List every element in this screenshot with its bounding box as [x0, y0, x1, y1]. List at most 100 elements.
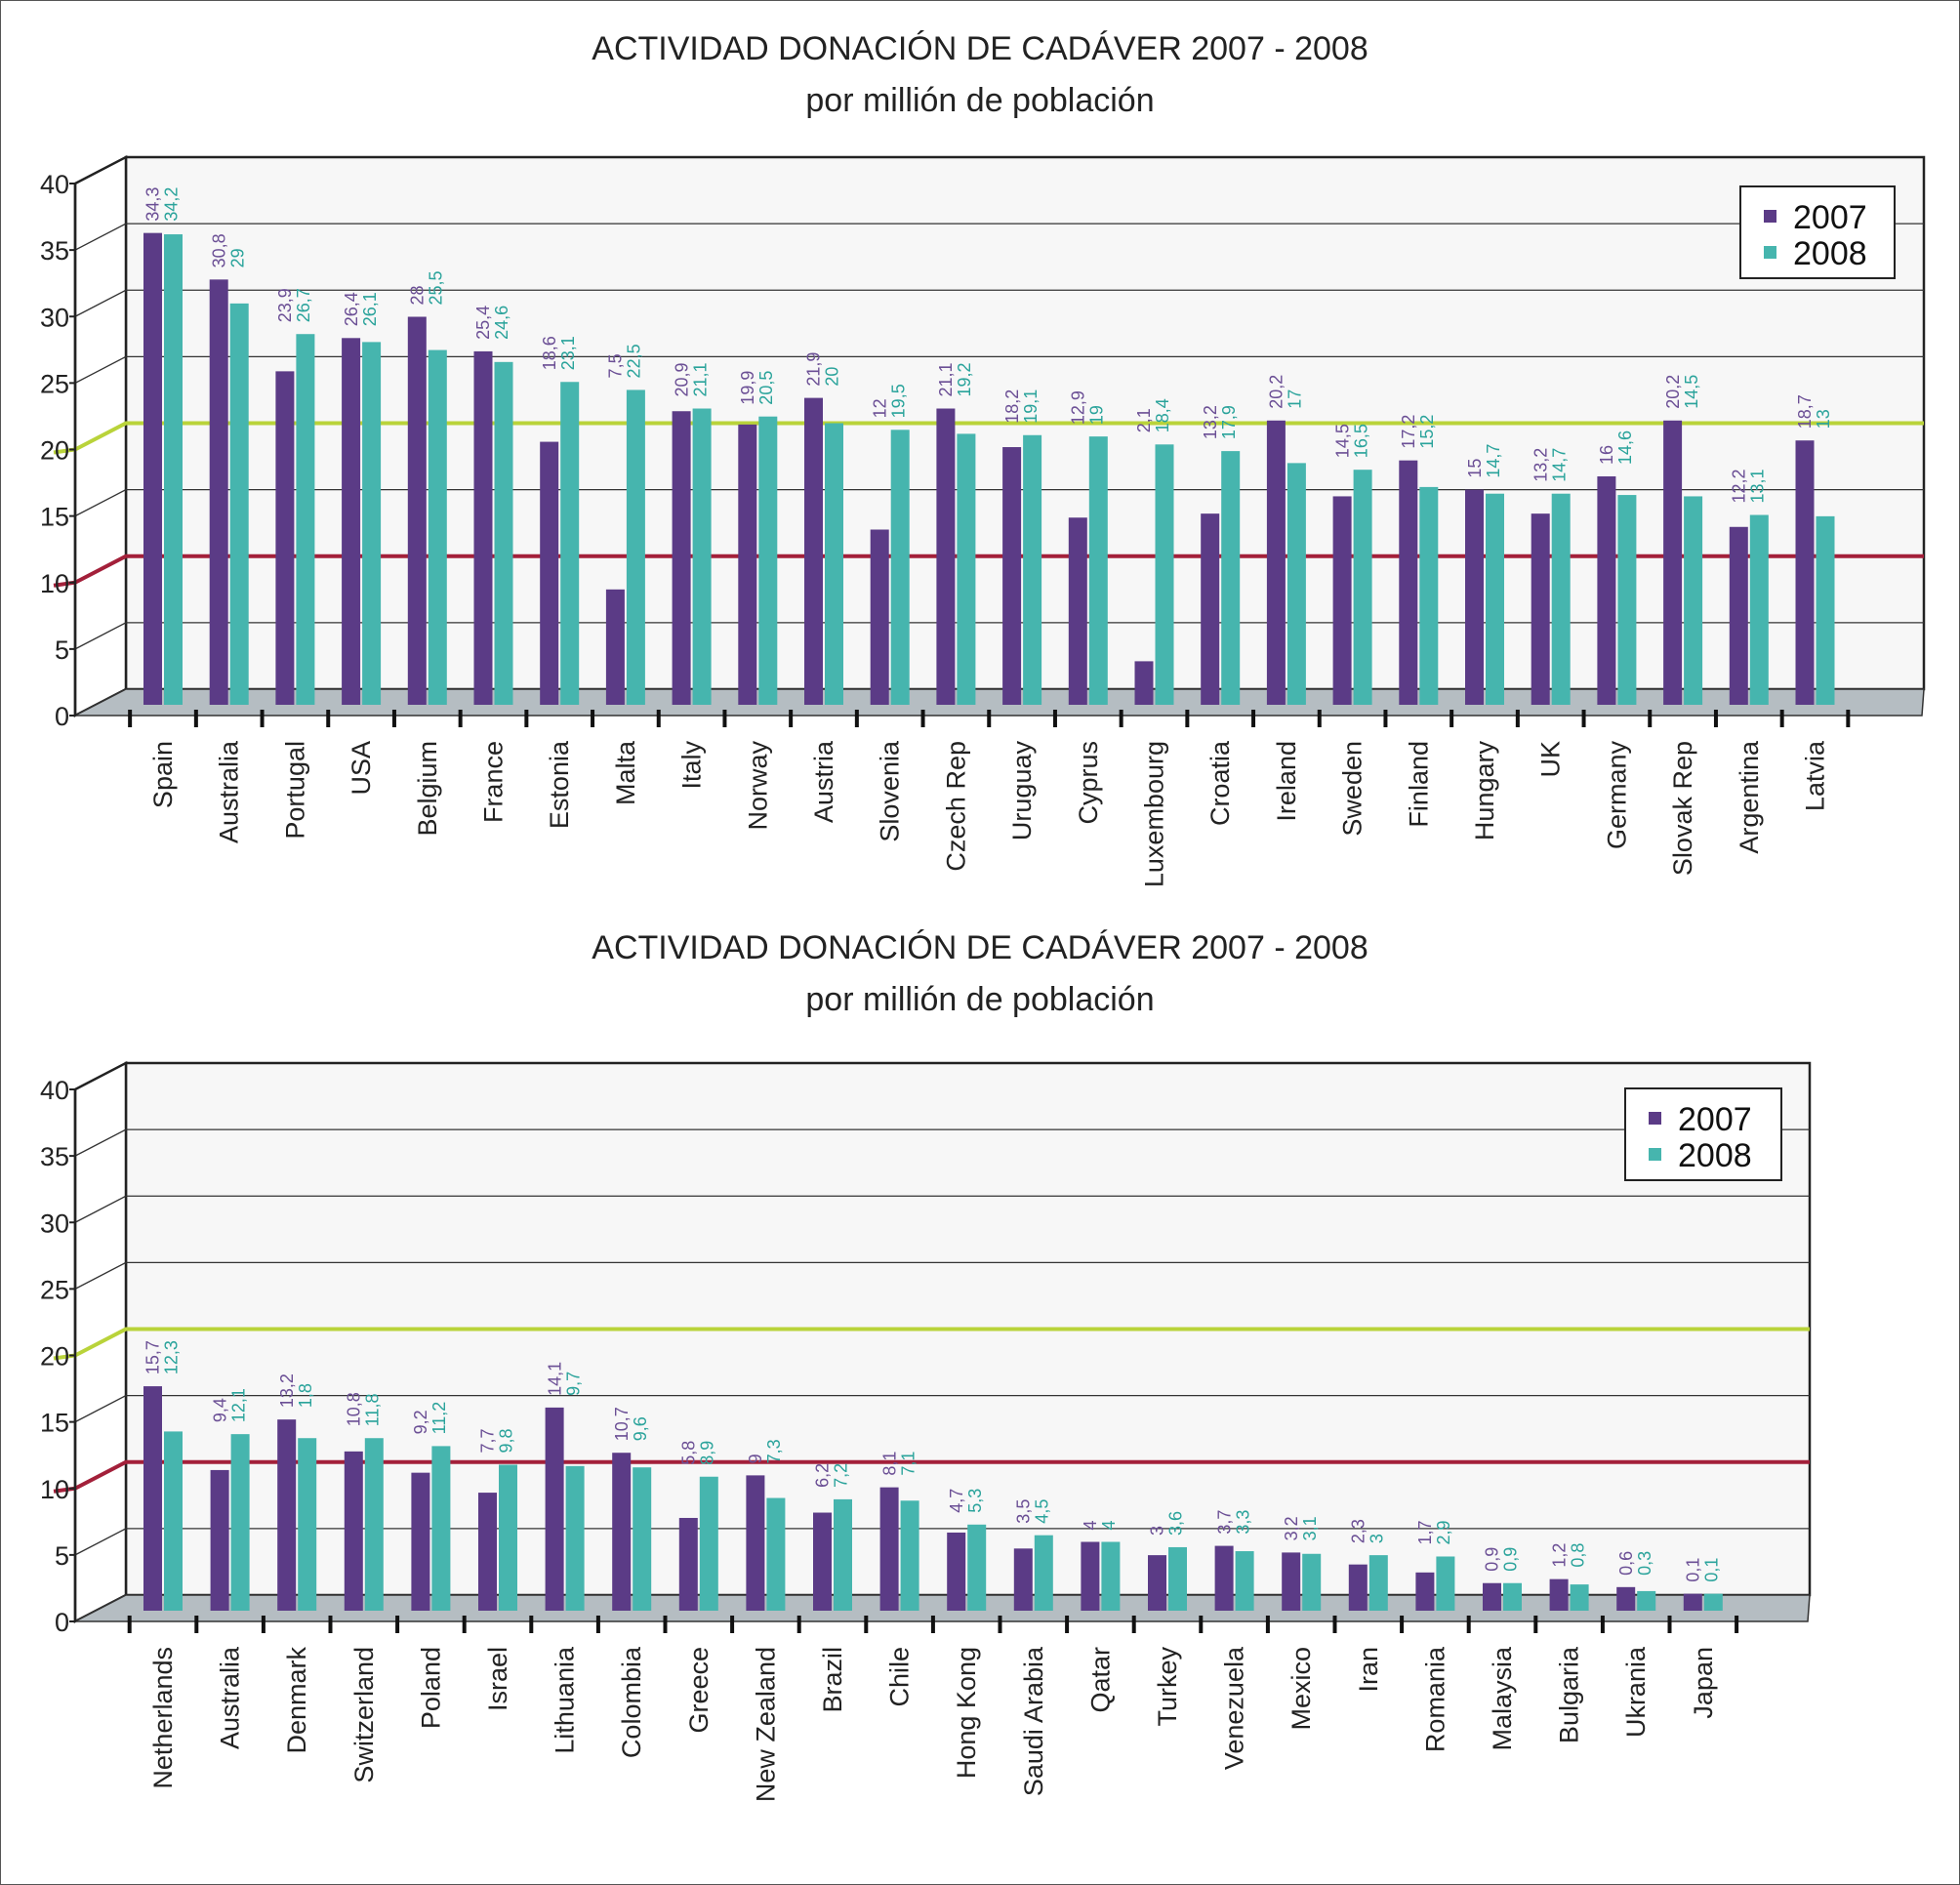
- x-category-label: Ukrania: [1621, 1646, 1651, 1738]
- data-label-2008: 29: [227, 248, 247, 267]
- data-label-2008: 24,6: [492, 306, 511, 340]
- data-label-2008: 26,7: [294, 288, 313, 322]
- data-label-2007: 4,7: [947, 1489, 966, 1513]
- bar-2008: [428, 349, 447, 705]
- bar-2007: [478, 1493, 497, 1611]
- y-tick-label: 10: [40, 569, 69, 598]
- chart-subtitle: por millión de población: [805, 981, 1154, 1018]
- x-category-label: Austria: [809, 740, 838, 823]
- bar-2007: [1134, 661, 1154, 705]
- bar-2007: [407, 316, 427, 705]
- data-label-2007: 0,9: [1483, 1547, 1502, 1572]
- bar-2008: [1570, 1584, 1589, 1611]
- bar-2008: [164, 1431, 183, 1611]
- y-tick-label: 5: [55, 635, 69, 665]
- data-label-2008: 9,6: [631, 1416, 650, 1441]
- data-label-2007: 5,8: [679, 1441, 699, 1465]
- data-label-2007: 13,2: [277, 1373, 297, 1408]
- data-label-2007: 21,9: [804, 352, 824, 387]
- data-label-2007: 9,2: [411, 1410, 430, 1434]
- data-label-2008: 16,5: [1351, 424, 1370, 458]
- y-tick-label: 15: [40, 503, 69, 532]
- bar-2007: [813, 1512, 832, 1611]
- data-label-2008: 18,4: [1153, 398, 1172, 432]
- data-label-2008: 12,1: [228, 1388, 248, 1422]
- data-label-2008: 21,1: [690, 362, 710, 396]
- bar-2007: [277, 1419, 297, 1611]
- chart-1: ACTIVIDAD DONACIÓN DE CADÁVER 2007 - 200…: [40, 30, 1926, 887]
- data-label-2007: 7,7: [478, 1428, 498, 1453]
- y-tick-label: 0: [55, 702, 69, 731]
- gridline-side: [74, 1395, 127, 1423]
- data-label-2007: 14,1: [545, 1362, 564, 1396]
- data-label-2008: 12,3: [162, 1340, 182, 1374]
- legend-label-2008: 2008: [1793, 235, 1867, 272]
- x-category-label: Croatia: [1205, 740, 1235, 826]
- x-category-label: Malaysia: [1488, 1646, 1517, 1751]
- bar-2007: [1348, 1564, 1368, 1611]
- data-label-2007: 34,3: [143, 187, 163, 222]
- bar-2008: [1368, 1555, 1388, 1611]
- data-label-2007: 14,5: [1332, 424, 1352, 458]
- bar-2007: [879, 1487, 899, 1611]
- data-label-2007: 15: [1465, 459, 1485, 478]
- bar-2008: [766, 1497, 786, 1611]
- data-label-2008: 7,3: [764, 1439, 784, 1463]
- data-label-2008: 2,9: [1434, 1520, 1453, 1544]
- bar-2007: [1148, 1555, 1166, 1611]
- x-category-label: Norway: [743, 741, 772, 831]
- bar-2007: [1549, 1578, 1569, 1611]
- x-category-label: Israel: [483, 1647, 512, 1711]
- bar-2007: [804, 397, 823, 705]
- x-category-label: USA: [347, 741, 376, 796]
- data-label-2008: 25,5: [427, 270, 446, 305]
- bar-2008: [1419, 486, 1439, 705]
- plot-floor: [74, 1594, 1811, 1622]
- data-label-2007: 3,2: [1282, 1516, 1301, 1540]
- bar-2007: [678, 1517, 698, 1611]
- x-category-label: Hungary: [1470, 741, 1499, 841]
- bar-2008: [692, 408, 712, 705]
- bar-2008: [967, 1524, 987, 1611]
- data-label-2008: 3: [1368, 1534, 1387, 1543]
- data-label-2008: 19,1: [1021, 389, 1041, 424]
- data-label-2008: 9,8: [497, 1428, 516, 1453]
- data-label-2007: 18,6: [540, 336, 559, 370]
- bar-2008: [1436, 1556, 1455, 1611]
- x-category-label: Iran: [1354, 1647, 1383, 1693]
- y-tick-label: 35: [40, 1142, 69, 1171]
- bar-2008: [825, 423, 843, 705]
- x-category-label: Slovenia: [876, 740, 905, 842]
- chart-title: ACTIVIDAD DONACIÓN DE CADÁVER 2007 - 200…: [592, 30, 1368, 67]
- gridline-side: [74, 223, 127, 251]
- x-category-label: Denmark: [282, 1647, 311, 1754]
- data-label-2008: 17: [1286, 389, 1305, 409]
- x-category-label: Chile: [885, 1647, 915, 1707]
- data-label-2008: 11,8: [363, 1394, 383, 1427]
- data-label-2007: 18,2: [1002, 389, 1022, 424]
- data-label-2007: 23,9: [275, 288, 295, 322]
- bar-2008: [229, 303, 249, 705]
- y-tick-label: 40: [40, 170, 69, 199]
- bar-2008: [494, 361, 513, 705]
- data-label-2008: 0,8: [1568, 1543, 1587, 1568]
- data-label-2007: 16: [1597, 445, 1616, 465]
- bar-2008: [1703, 1593, 1723, 1611]
- legend-swatch-2007: [1764, 210, 1776, 223]
- bar-2008: [1235, 1551, 1254, 1611]
- data-label-2007: 9: [746, 1454, 765, 1463]
- x-category-label: Finland: [1404, 741, 1433, 828]
- bar-2008: [1816, 515, 1835, 705]
- chart-2: ACTIVIDAD DONACIÓN DE CADÁVER 2007 - 200…: [40, 929, 1812, 1802]
- data-label-2007: 25,4: [473, 306, 493, 340]
- data-label-2007: 10,8: [345, 1392, 364, 1426]
- data-label-2008: 23,1: [558, 336, 578, 370]
- bar-2008: [1221, 451, 1241, 705]
- x-category-label: Spain: [148, 741, 178, 808]
- bar-2008: [230, 1434, 250, 1611]
- bar-2007: [143, 232, 162, 705]
- x-category-label: Bulgaria: [1555, 1646, 1584, 1743]
- x-category-label: Australia: [216, 1646, 245, 1749]
